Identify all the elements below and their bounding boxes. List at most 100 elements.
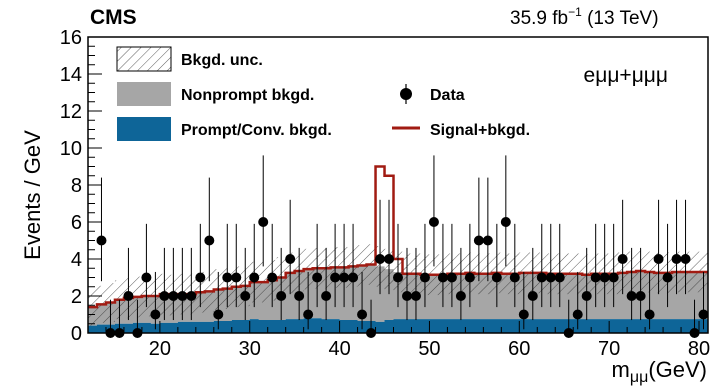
x-tick-label: 80 bbox=[688, 338, 710, 360]
luminosity-label: 35.9 fb−1 (13 TeV) bbox=[510, 5, 659, 29]
data-marker bbox=[455, 291, 466, 301]
experiment-label: CMS bbox=[90, 6, 137, 29]
y-tick-label: 4 bbox=[71, 249, 82, 271]
data-point bbox=[662, 223, 673, 308]
data-marker bbox=[348, 272, 359, 283]
data-point bbox=[357, 271, 368, 330]
data-point bbox=[294, 247, 305, 321]
data-point bbox=[204, 177, 215, 282]
data-marker bbox=[303, 309, 314, 320]
data-point bbox=[482, 177, 493, 282]
data-points bbox=[96, 155, 709, 338]
data-marker bbox=[446, 272, 457, 283]
data-marker bbox=[168, 291, 179, 301]
data-marker bbox=[590, 272, 601, 283]
data-marker bbox=[536, 272, 547, 283]
data-marker bbox=[240, 291, 251, 301]
data-marker bbox=[428, 217, 439, 227]
data-point bbox=[348, 223, 359, 308]
data-marker bbox=[617, 254, 628, 264]
legend-item-prompt: Prompt/Conv. bkgd. bbox=[117, 117, 332, 141]
data-point bbox=[168, 247, 179, 321]
axes: 0 2 4 6 8 10 12 14 16 20 30 40 50 60 70 80 bbox=[60, 27, 710, 360]
data-point bbox=[635, 247, 646, 321]
data-marker bbox=[698, 309, 709, 320]
data-marker bbox=[258, 217, 269, 227]
area-prompt-conv-bkgd bbox=[88, 318, 708, 333]
data-marker bbox=[375, 254, 386, 264]
data-marker bbox=[222, 272, 233, 283]
data-marker bbox=[393, 272, 403, 283]
data-point bbox=[96, 177, 107, 282]
data-marker bbox=[204, 235, 215, 246]
legend-label-nonprompt: Nonprompt bkgd. bbox=[181, 87, 314, 104]
y-tick-label: 16 bbox=[60, 27, 82, 49]
data-marker bbox=[410, 291, 421, 301]
data-point bbox=[330, 223, 341, 308]
data-point bbox=[698, 271, 709, 330]
data-point bbox=[500, 155, 511, 267]
data-marker bbox=[491, 272, 502, 283]
data-point bbox=[249, 223, 260, 308]
legend-item-data: Data bbox=[400, 84, 465, 104]
data-point bbox=[608, 223, 619, 308]
data-marker bbox=[554, 272, 565, 283]
data-point bbox=[590, 223, 601, 308]
y-axis-title: Events / GeV bbox=[20, 130, 45, 260]
data-marker bbox=[159, 291, 170, 301]
data-point bbox=[491, 223, 502, 308]
data-marker bbox=[680, 254, 691, 264]
data-point bbox=[123, 247, 134, 321]
data-marker bbox=[276, 291, 287, 301]
data-marker bbox=[608, 272, 619, 283]
data-marker bbox=[500, 217, 511, 227]
legend-label-bkgd-unc: Bkgd. unc. bbox=[181, 52, 263, 69]
data-marker bbox=[599, 272, 610, 283]
data-point bbox=[626, 247, 637, 321]
data-marker bbox=[141, 272, 152, 283]
data-point bbox=[240, 247, 251, 321]
data-marker bbox=[527, 291, 538, 301]
legend-item-signal: Signal+bkgd. bbox=[392, 122, 530, 139]
data-point bbox=[410, 247, 421, 321]
data-marker bbox=[213, 309, 224, 320]
legend-swatch-hatch bbox=[116, 46, 172, 72]
x-tick-label: 20 bbox=[149, 338, 171, 360]
data-marker bbox=[186, 291, 197, 301]
data-marker bbox=[509, 272, 520, 283]
x-tick-label: 60 bbox=[508, 338, 530, 360]
data-point bbox=[518, 271, 529, 330]
data-point bbox=[276, 247, 287, 321]
data-point bbox=[509, 223, 520, 308]
data-point bbox=[213, 271, 224, 330]
data-marker bbox=[437, 272, 448, 283]
legend-swatch-nonprompt bbox=[117, 82, 171, 106]
data-point bbox=[285, 199, 296, 295]
data-point bbox=[339, 223, 350, 308]
data-point bbox=[428, 155, 439, 267]
data-point bbox=[258, 155, 269, 267]
data-point bbox=[581, 247, 592, 321]
data-point bbox=[455, 247, 466, 321]
data-point bbox=[527, 247, 538, 321]
data-marker bbox=[473, 235, 484, 246]
legend-marker-dot bbox=[400, 88, 412, 100]
data-marker bbox=[626, 291, 637, 301]
data-marker bbox=[294, 291, 305, 301]
data-marker bbox=[401, 291, 412, 301]
data-point bbox=[186, 247, 197, 321]
data-marker bbox=[464, 272, 475, 283]
data-marker bbox=[177, 291, 188, 301]
legend-swatch-prompt bbox=[117, 117, 171, 141]
y-tick-label: 0 bbox=[71, 323, 82, 345]
data-point bbox=[437, 223, 448, 308]
data-point bbox=[419, 223, 430, 308]
data-marker bbox=[339, 272, 350, 283]
data-marker bbox=[150, 309, 161, 320]
data-marker bbox=[518, 309, 529, 320]
data-marker bbox=[384, 254, 395, 264]
data-point bbox=[473, 177, 484, 282]
data-marker bbox=[285, 254, 296, 264]
data-point bbox=[446, 223, 457, 308]
data-marker bbox=[635, 291, 646, 301]
